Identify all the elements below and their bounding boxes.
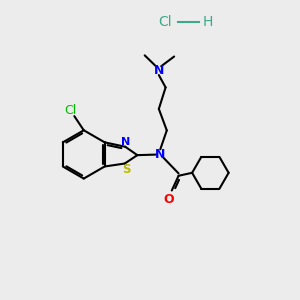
Text: Cl: Cl [158, 15, 172, 29]
Text: N: N [155, 148, 166, 161]
Text: H: H [202, 15, 213, 29]
Text: Cl: Cl [64, 104, 76, 117]
Text: N: N [154, 64, 164, 77]
Text: N: N [121, 137, 130, 147]
Text: O: O [164, 193, 174, 206]
Text: S: S [122, 163, 130, 176]
